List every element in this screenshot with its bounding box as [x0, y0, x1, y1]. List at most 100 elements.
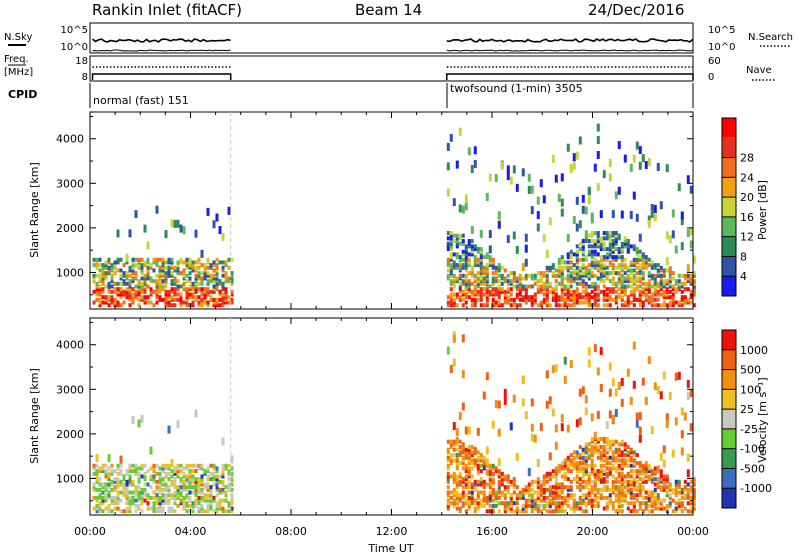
echo-cell [116, 498, 120, 503]
echo-cell [134, 466, 138, 471]
echo-cell [107, 297, 111, 302]
echo-cell [494, 503, 498, 508]
echo-cell [119, 455, 123, 464]
echo-cell [602, 255, 606, 260]
echo-cell [131, 482, 135, 487]
echo-cell [143, 289, 147, 294]
echo-cell [608, 263, 612, 268]
echo-cell [491, 300, 495, 305]
echo-cell [155, 281, 159, 286]
echo-cell [479, 279, 483, 284]
echo-cell [497, 509, 501, 514]
echo-cell [596, 276, 600, 281]
echo-cell [674, 479, 678, 484]
echo-cell [143, 273, 147, 278]
echo-cell [599, 445, 603, 450]
echo-cell [602, 273, 606, 278]
echo-cell [584, 495, 588, 500]
echo-cell [620, 487, 624, 492]
echo-cell [497, 265, 501, 270]
echo-cell [143, 482, 147, 487]
colorbar-swatch [722, 276, 736, 296]
echo-cell [101, 268, 105, 273]
echo-cell [107, 284, 111, 289]
echo-cell [551, 292, 555, 297]
echo-cell [554, 487, 558, 492]
echo-cell [173, 471, 177, 476]
echo-cell [488, 466, 492, 471]
echo-cell [638, 501, 642, 506]
echo-cell [644, 255, 648, 260]
echo-cell [452, 422, 456, 431]
echo-cell [128, 292, 132, 297]
echo-cell [230, 300, 234, 305]
echo-cell [674, 300, 678, 305]
echo-cell [173, 265, 177, 270]
echo-cell [608, 244, 612, 249]
echo-cell [542, 498, 546, 503]
echo-cell [581, 279, 585, 284]
echo-cell [659, 391, 663, 400]
echo-cell [446, 474, 450, 479]
echo-cell [131, 279, 135, 284]
echo-cell [560, 255, 564, 260]
colorbar-swatch [722, 177, 736, 198]
echo-cell [467, 453, 471, 458]
echo-cell [545, 287, 549, 292]
echo-cell [602, 463, 606, 468]
echo-cell [650, 495, 654, 500]
echo-cell [620, 268, 624, 273]
echo-cell [527, 273, 531, 278]
echo-cell [146, 265, 150, 270]
echo-cell [125, 289, 129, 294]
echo-cell [137, 279, 141, 284]
echo-cell [482, 276, 486, 281]
echo-cell [200, 503, 204, 508]
echo-cell [218, 498, 222, 503]
echo-cell [137, 419, 141, 428]
echo-cell [128, 287, 132, 292]
echo-cell [614, 233, 618, 238]
echo-cell [224, 485, 228, 490]
echo-cell [446, 236, 450, 241]
echo-cell [686, 469, 690, 478]
echo-cell [620, 273, 624, 278]
echo-cell [152, 289, 156, 294]
echo-cell [203, 271, 207, 276]
echo-cell [95, 284, 99, 289]
echo-cell [560, 273, 564, 278]
echo-cell [533, 292, 537, 297]
echo-cell [665, 503, 669, 508]
echo-cell [572, 292, 576, 297]
echo-cell [530, 303, 534, 308]
echo-cell [683, 276, 687, 281]
echo-cell [653, 292, 657, 297]
echo-cell [449, 265, 453, 270]
echo-cell [530, 487, 534, 492]
echo-cell [203, 493, 207, 498]
echo-cell [680, 281, 684, 286]
echo-cell [590, 466, 594, 471]
echo-cell [500, 479, 504, 484]
echo-cell [95, 503, 99, 508]
echo-cell [488, 289, 492, 294]
echo-cell [539, 179, 543, 188]
echo-cell [500, 281, 504, 286]
echo-cell [155, 292, 159, 297]
echo-cell [587, 186, 591, 195]
echo-cell [563, 471, 567, 476]
echo-cell [467, 279, 471, 284]
echo-cell [656, 482, 660, 487]
echo-cell [500, 276, 504, 281]
echo-cell [680, 295, 684, 300]
echo-cell [590, 498, 594, 503]
echo-cell [98, 292, 102, 297]
colorbar-tick-label: 8 [740, 250, 747, 263]
echo-cell [206, 477, 210, 482]
echo-cell [632, 273, 636, 278]
echo-cell [536, 490, 540, 495]
echo-cell [545, 487, 549, 492]
echo-cell [491, 493, 495, 498]
echo-cell [104, 300, 108, 305]
echo-cell [554, 268, 558, 273]
